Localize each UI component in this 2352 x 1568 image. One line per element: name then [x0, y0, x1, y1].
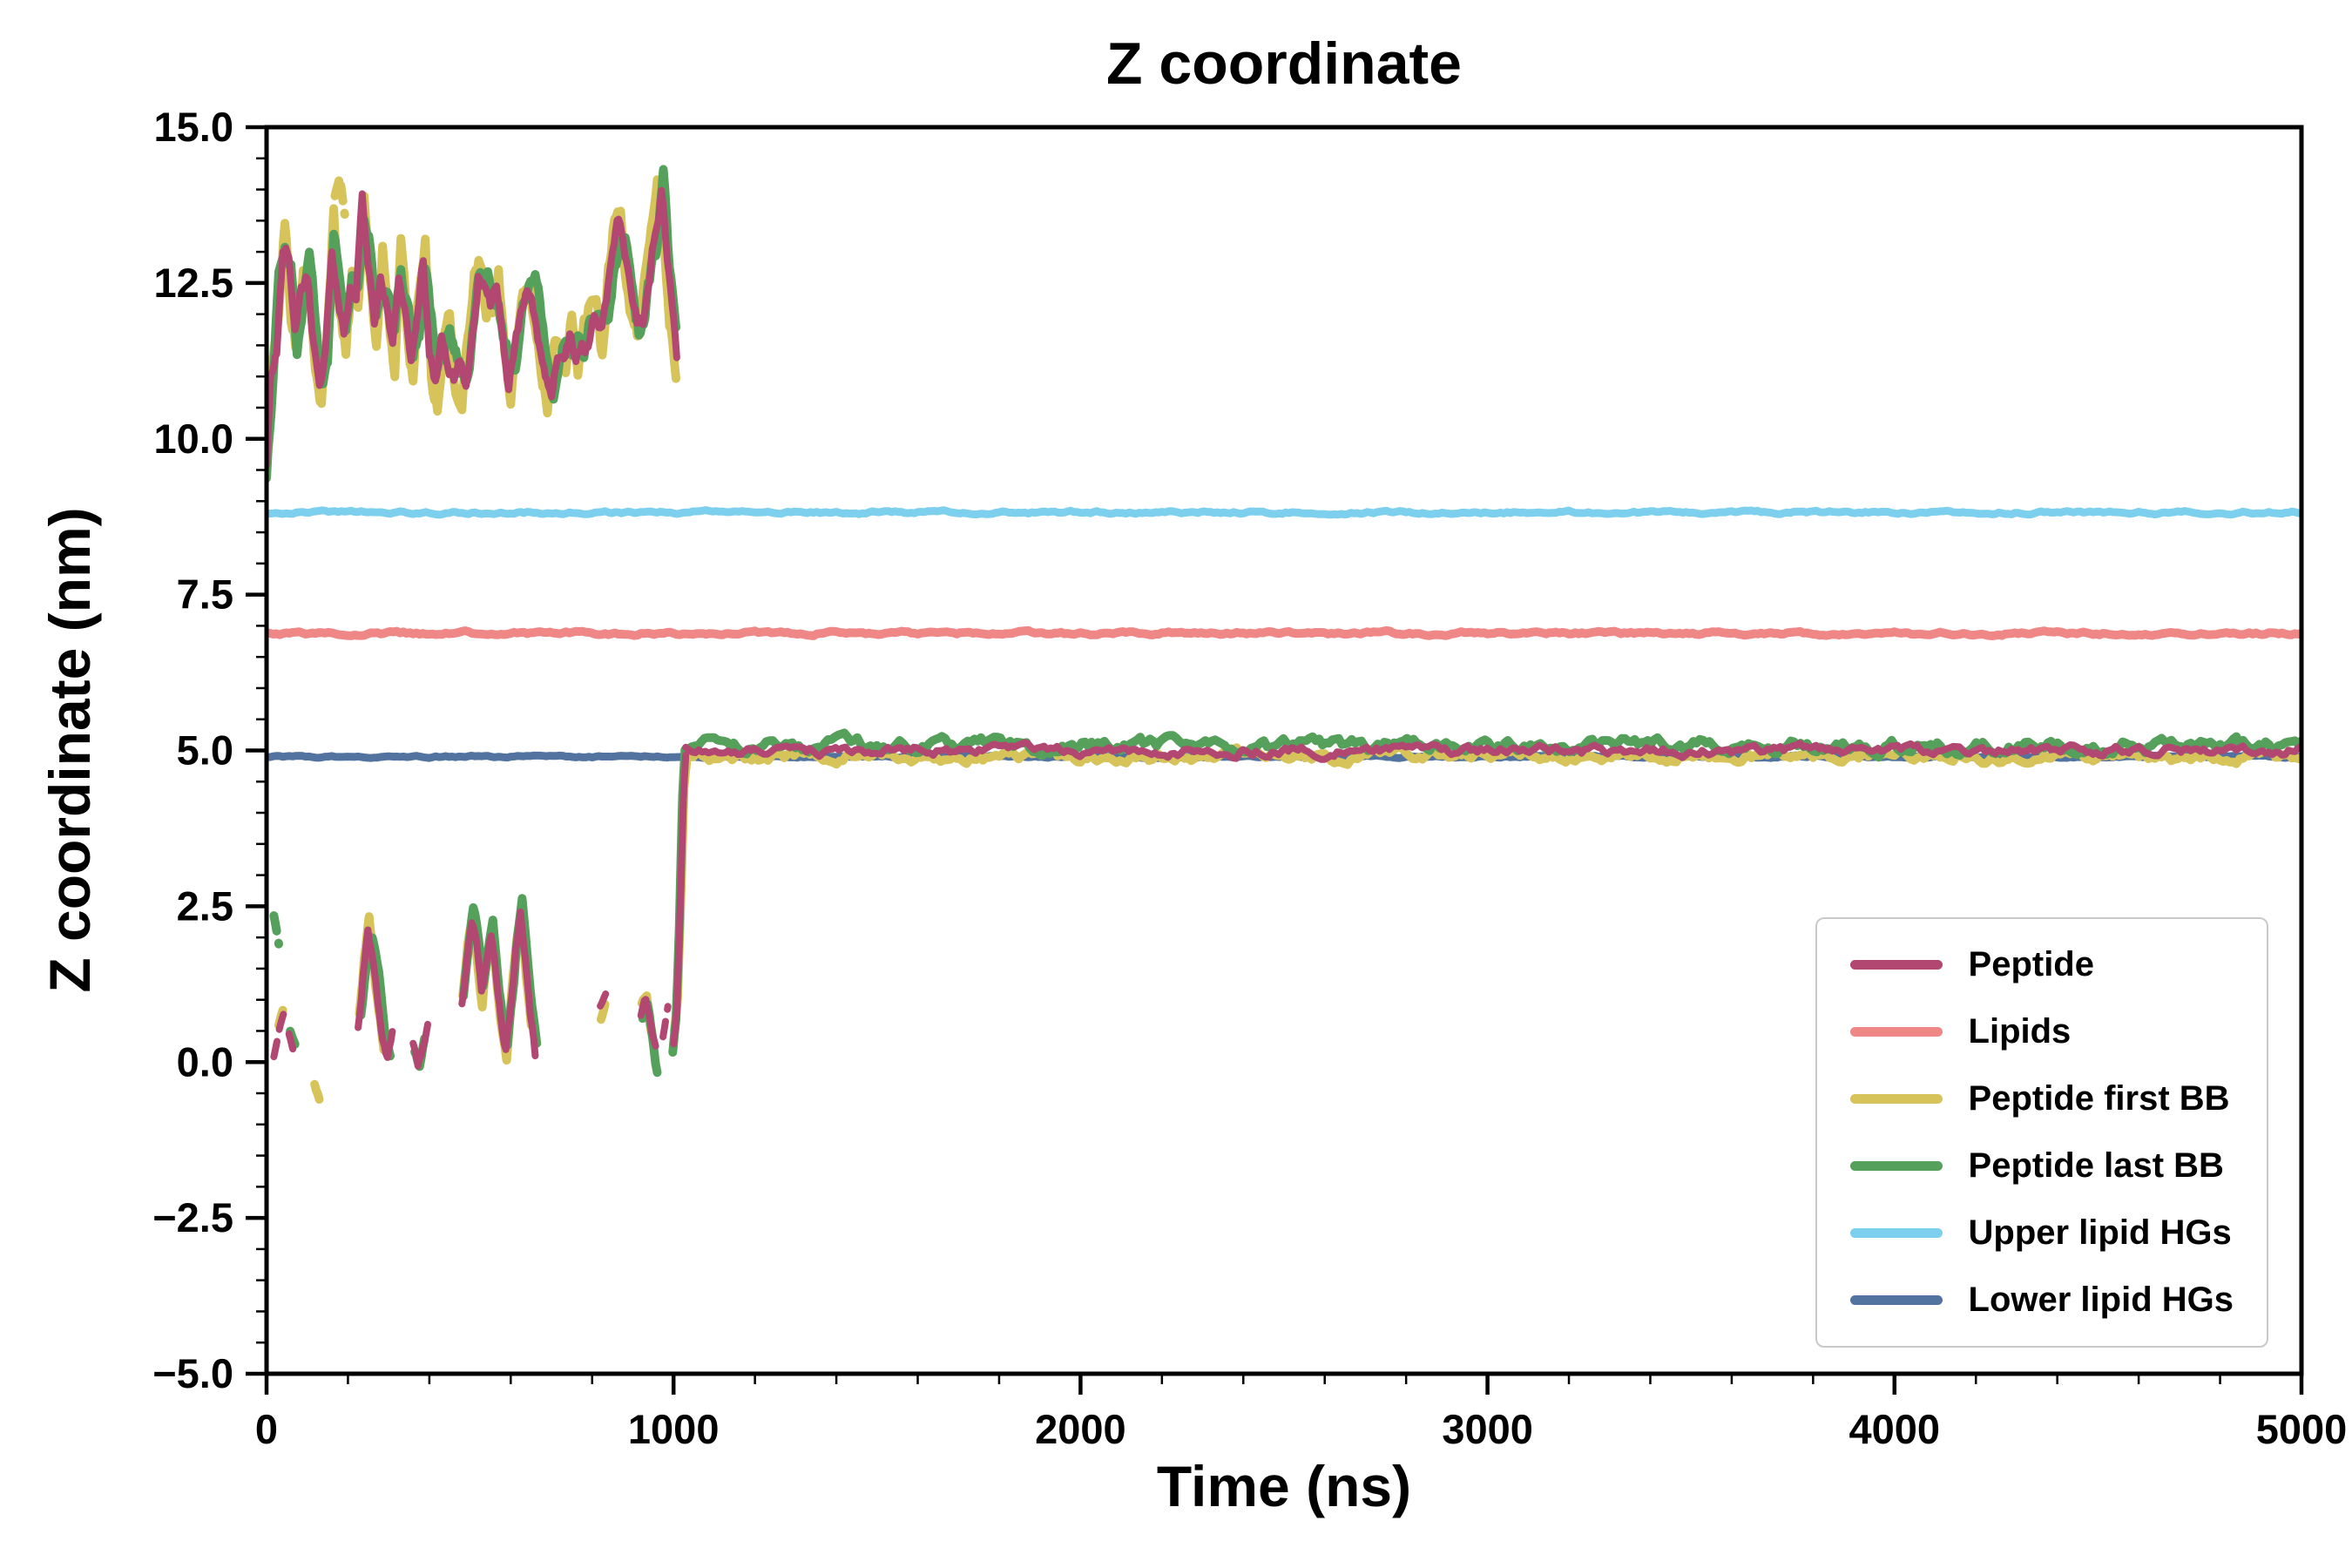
legend-swatch-peptide-last-bb — [1849, 1161, 1943, 1171]
x-tick-label: 3000 — [1442, 1406, 1533, 1452]
chart-title: Z coordinate — [1105, 30, 1463, 97]
series-line-peptide — [637, 996, 659, 1050]
y-tick-label: 7.5 — [177, 571, 233, 618]
legend-label-lower-lipid-hgs: Lower lipid HGs — [1968, 1281, 2234, 1319]
legend-label-upper-lipid-hgs: Upper lipid HGs — [1968, 1213, 2232, 1252]
series-line-peptide-first-bb — [682, 742, 2301, 769]
series-line-lipids — [267, 625, 2301, 640]
legend-item-lower-lipid-hgs: Lower lipid HGs — [1849, 1281, 2234, 1320]
legend-label-lipids: Lipids — [1968, 1012, 2072, 1051]
y-tick-label: 12.5 — [154, 260, 233, 306]
series-line-peptide — [355, 926, 396, 1061]
series-line-peptide — [670, 751, 690, 1048]
series-line-peptide — [659, 1003, 672, 1041]
y-tick-label: 2.5 — [177, 882, 233, 929]
y-tick-label: 5.0 — [177, 727, 233, 774]
y-tick-label: −5.0 — [152, 1350, 233, 1396]
legend-swatch-peptide-first-bb — [1849, 1094, 1943, 1104]
series-line-peptide — [597, 990, 610, 1010]
x-tick-label: 2000 — [1035, 1406, 1126, 1452]
x-tick-label: 1000 — [628, 1406, 720, 1452]
legend: Peptide Lipids Peptide first BB Peptide … — [1815, 917, 2268, 1348]
series-line-peptide — [458, 908, 539, 1059]
legend-item-lipids: Lipids — [1849, 1012, 2234, 1051]
legend-label-peptide-first-bb: Peptide first BB — [1968, 1079, 2230, 1118]
series-line-peptide — [682, 739, 2301, 763]
legend-swatch-upper-lipid-hgs — [1849, 1228, 1943, 1238]
legend-item-upper-lipid-hgs: Upper lipid HGs — [1849, 1213, 2234, 1253]
series-line-peptide-first-bb — [330, 172, 349, 220]
plot-frame — [264, 125, 2304, 1376]
y-tick-label: −2.5 — [152, 1194, 233, 1240]
series-line-upper-lipid-hgs — [267, 506, 2301, 519]
y-tick-label: 15.0 — [154, 104, 233, 150]
x-tick-label: 0 — [255, 1406, 278, 1452]
series-line-peptide — [285, 1030, 297, 1055]
legend-swatch-peptide — [1849, 960, 1943, 970]
legend-label-peptide-last-bb: Peptide last BB — [1968, 1146, 2224, 1185]
legend-label-peptide: Peptide — [1968, 945, 2094, 983]
series-line-peptide-last-bb — [269, 911, 283, 949]
y-tick-label: 0.0 — [177, 1038, 233, 1085]
series-line-peptide — [267, 186, 680, 469]
y-axis-label: Z coordinate (nm) — [37, 507, 102, 993]
x-tick-label: 5000 — [2256, 1406, 2348, 1452]
x-axis-label: Time (ns) — [1156, 1454, 1412, 1518]
series-group — [267, 165, 2301, 1105]
legend-item-peptide-first-bb: Peptide first BB — [1849, 1079, 2234, 1119]
series-line-peptide — [409, 1020, 431, 1070]
legend-item-peptide-last-bb: Peptide last BB — [1849, 1146, 2234, 1186]
x-tick-label: 4000 — [1849, 1406, 1941, 1452]
legend-swatch-lower-lipid-hgs — [1849, 1295, 1943, 1305]
y-tick-label: 10.0 — [154, 416, 233, 462]
legend-item-peptide: Peptide — [1849, 945, 2234, 984]
series-line-peptide — [270, 1010, 287, 1061]
legend-swatch-lipids — [1849, 1027, 1943, 1037]
series-line-peptide-first-bb — [310, 1079, 324, 1105]
